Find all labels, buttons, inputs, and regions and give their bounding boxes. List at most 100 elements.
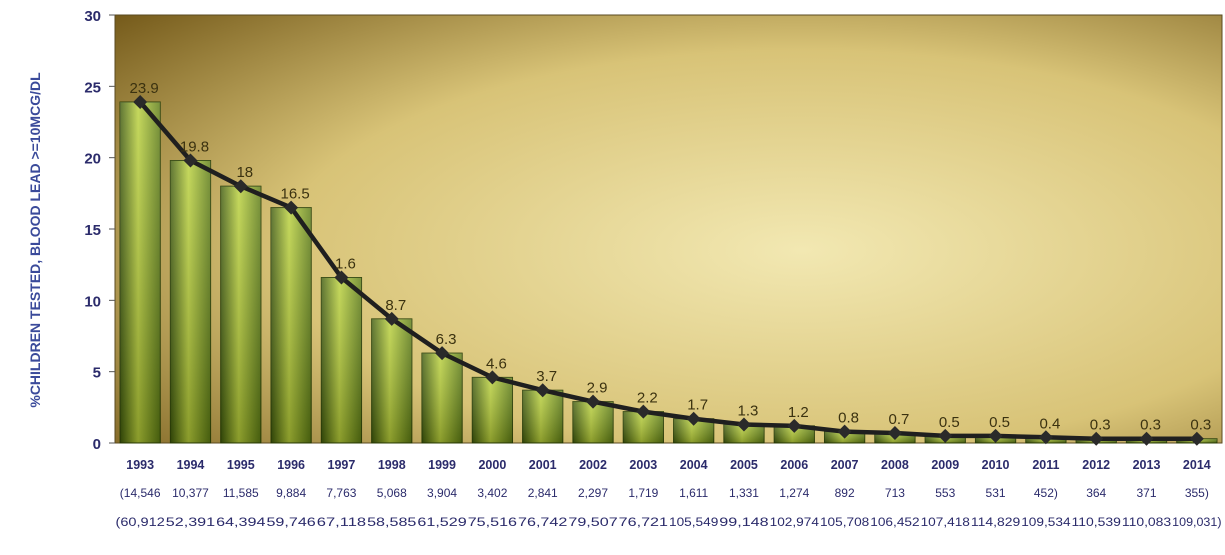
x-row2-label: 364: [1086, 486, 1106, 500]
x-row3-label: 76,742: [518, 517, 567, 529]
bar-shade: [522, 390, 563, 443]
data-point: [686, 411, 701, 426]
x-row2-label: 713: [885, 486, 905, 500]
x-row2-label: 9,884: [276, 486, 306, 500]
data-point: [485, 370, 500, 385]
x-tick-label: 1996: [277, 458, 305, 472]
x-row2-label: 3,402: [477, 486, 507, 500]
x-tick-label: 2002: [579, 458, 607, 472]
x-tick-label: 1995: [227, 458, 255, 472]
data-point: [535, 383, 550, 398]
data-label: 0.5: [989, 414, 1010, 431]
data-label: 0.4: [1039, 415, 1060, 432]
bar-shade: [120, 102, 161, 443]
x-row2-label: 452): [1034, 486, 1058, 500]
x-row2-label: 2,297: [578, 486, 608, 500]
x-row3-label: 110,083: [1122, 517, 1171, 529]
x-row2-label: 3,904: [427, 486, 457, 500]
x-row3-label: 109,534: [1021, 517, 1071, 529]
x-tick-label: 2003: [629, 458, 657, 472]
data-point: [1089, 431, 1104, 446]
x-tick-label: 1999: [428, 458, 456, 472]
data-point: [586, 394, 601, 409]
data-point: [1038, 430, 1053, 445]
x-row2-label: 1,331: [729, 486, 759, 500]
x-row2-label: 355): [1185, 486, 1209, 500]
x-row3-label: 59,746: [266, 517, 315, 529]
x-row3-label: 105,708: [820, 517, 869, 529]
data-point: [1189, 431, 1204, 446]
data-point: [133, 95, 148, 110]
x-tick-label: 2010: [982, 458, 1010, 472]
y-tick-label: 5: [93, 365, 101, 382]
x-row3-label: 106,452: [870, 517, 919, 529]
data-point: [334, 270, 349, 285]
data-point: [1139, 431, 1154, 446]
data-point: [787, 418, 802, 433]
x-row2-label: 1,274: [779, 486, 809, 500]
data-point: [284, 200, 299, 215]
x-row2-label: 892: [835, 486, 855, 500]
y-tick-label: 30: [84, 8, 101, 25]
data-label: 0.3: [1190, 417, 1211, 434]
x-row3-label: 107,418: [921, 517, 970, 529]
bar-shade: [472, 377, 513, 443]
x-row3-label: 67,118: [317, 517, 366, 529]
x-row3-label: 52,391: [166, 517, 215, 529]
x-row2-label: 553: [935, 486, 955, 500]
data-label: 0.3: [1140, 417, 1161, 434]
data-label: 4.6: [486, 355, 507, 372]
x-row3-label: 79,507: [568, 517, 617, 529]
x-row3-label: 75,516: [468, 517, 517, 529]
x-row3-label: 99,148: [719, 517, 768, 529]
x-row2-label: 531: [986, 486, 1006, 500]
x-tick-label: 1997: [328, 458, 356, 472]
y-tick-label: 0: [93, 436, 101, 453]
x-row3-label: (60,912: [116, 517, 165, 529]
bar-shade: [421, 353, 463, 443]
x-row3-label: 110,539: [1072, 517, 1121, 529]
x-tick-label: 1998: [378, 458, 406, 472]
x-row2-label: 7,763: [326, 486, 356, 500]
x-row3-label: 64,394: [216, 517, 266, 529]
x-tick-label: 2008: [881, 458, 909, 472]
x-row3-label: 102,974: [770, 517, 820, 529]
data-label: 16.5: [281, 186, 310, 203]
x-row2-label: 10,377: [172, 486, 209, 500]
data-point: [636, 404, 651, 419]
bar-shade: [220, 186, 261, 443]
data-label: 2.2: [637, 390, 658, 407]
data-point: [736, 417, 751, 432]
data-label: 0.7: [889, 411, 910, 428]
x-row2-label: 1,611: [679, 486, 708, 500]
x-tick-label: 2009: [931, 458, 959, 472]
data-label: 2.9: [587, 380, 608, 397]
x-tick-label: 2000: [478, 458, 506, 472]
bar-shade: [270, 207, 312, 443]
x-row2-label: 2,841: [528, 486, 558, 500]
bar-shade: [774, 425, 815, 443]
bar-shade: [170, 160, 211, 443]
data-point: [233, 179, 248, 194]
data-label: 6.3: [436, 331, 457, 348]
series-line: [138, 100, 1197, 441]
x-row2-label: 5,068: [377, 486, 407, 500]
x-tick-label: 2007: [831, 458, 859, 472]
y-tick-label: 20: [84, 151, 101, 168]
y-tick-label: 10: [84, 293, 101, 310]
x-row3-label: 109,031): [1172, 517, 1221, 529]
y-axis-label: %CHILDREN TESTED, BLOOD LEAD >=10MCG/DL: [27, 72, 43, 408]
data-point: [183, 153, 198, 168]
bar-shade: [321, 277, 362, 443]
bar-shade: [371, 318, 412, 443]
x-row2-label: (14,546: [120, 486, 161, 500]
x-tick-label: 2004: [680, 458, 708, 472]
x-tick-label: 2012: [1082, 458, 1110, 472]
x-tick-label: 2013: [1133, 458, 1161, 472]
x-tick-label: 1994: [177, 458, 205, 472]
x-tick-label: 2014: [1183, 458, 1211, 472]
data-label: 1.2: [788, 404, 809, 421]
x-row3-label: 61,529: [417, 517, 466, 529]
data-point: [988, 428, 1003, 443]
